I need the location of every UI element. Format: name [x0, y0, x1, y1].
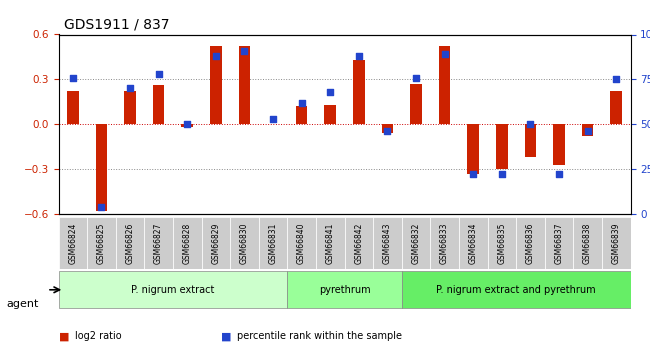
- FancyBboxPatch shape: [287, 271, 402, 308]
- Point: [497, 172, 507, 177]
- Point: [554, 172, 564, 177]
- Bar: [439, 47, 450, 124]
- Bar: [382, 124, 393, 133]
- Text: GSM66836: GSM66836: [526, 222, 535, 264]
- Text: P. nigrum extract and pyrethrum: P. nigrum extract and pyrethrum: [436, 285, 596, 295]
- FancyBboxPatch shape: [402, 271, 630, 308]
- Text: GSM66826: GSM66826: [125, 222, 135, 264]
- FancyBboxPatch shape: [259, 217, 287, 269]
- Bar: [553, 124, 565, 165]
- Point: [68, 75, 78, 80]
- Text: GSM66828: GSM66828: [183, 222, 192, 264]
- FancyBboxPatch shape: [459, 217, 488, 269]
- FancyBboxPatch shape: [173, 217, 202, 269]
- FancyBboxPatch shape: [602, 217, 630, 269]
- Bar: [124, 91, 136, 124]
- Text: GSM66829: GSM66829: [211, 222, 220, 264]
- Text: GSM66838: GSM66838: [583, 222, 592, 264]
- Bar: [410, 84, 422, 124]
- FancyBboxPatch shape: [58, 217, 87, 269]
- Point: [211, 53, 221, 59]
- Point: [268, 116, 278, 121]
- Text: GSM66833: GSM66833: [440, 222, 449, 264]
- Bar: [610, 91, 622, 124]
- FancyBboxPatch shape: [87, 217, 116, 269]
- Point: [525, 121, 536, 127]
- FancyBboxPatch shape: [430, 217, 459, 269]
- Bar: [239, 47, 250, 124]
- Bar: [324, 105, 336, 124]
- Text: GSM66825: GSM66825: [97, 222, 106, 264]
- Point: [96, 204, 107, 209]
- Bar: [153, 85, 164, 124]
- FancyBboxPatch shape: [488, 217, 516, 269]
- Point: [153, 71, 164, 77]
- Point: [382, 129, 393, 134]
- Point: [125, 86, 135, 91]
- Text: percentile rank within the sample: percentile rank within the sample: [237, 332, 402, 341]
- Bar: [525, 124, 536, 157]
- Point: [468, 172, 478, 177]
- Point: [582, 129, 593, 134]
- Bar: [67, 91, 79, 124]
- Text: GSM66837: GSM66837: [554, 222, 564, 264]
- Point: [239, 48, 250, 53]
- Point: [411, 75, 421, 80]
- FancyBboxPatch shape: [116, 217, 144, 269]
- FancyBboxPatch shape: [144, 217, 173, 269]
- Text: GSM66841: GSM66841: [326, 222, 335, 264]
- Text: GSM66843: GSM66843: [383, 222, 392, 264]
- Text: GSM66824: GSM66824: [68, 222, 77, 264]
- Bar: [582, 124, 593, 136]
- FancyBboxPatch shape: [344, 217, 373, 269]
- FancyBboxPatch shape: [545, 217, 573, 269]
- Point: [354, 53, 364, 59]
- Text: P. nigrum extract: P. nigrum extract: [131, 285, 214, 295]
- FancyBboxPatch shape: [573, 217, 602, 269]
- FancyBboxPatch shape: [230, 217, 259, 269]
- Text: GSM66830: GSM66830: [240, 222, 249, 264]
- FancyBboxPatch shape: [373, 217, 402, 269]
- Text: GSM66835: GSM66835: [497, 222, 506, 264]
- Point: [439, 51, 450, 57]
- Bar: [496, 124, 508, 169]
- Point: [182, 121, 192, 127]
- Text: GSM66832: GSM66832: [411, 222, 421, 264]
- Text: ■: ■: [58, 332, 69, 341]
- Bar: [210, 47, 222, 124]
- Text: GSM66831: GSM66831: [268, 222, 278, 264]
- FancyBboxPatch shape: [402, 217, 430, 269]
- Point: [611, 77, 621, 82]
- Bar: [467, 124, 479, 174]
- Text: GSM66834: GSM66834: [469, 222, 478, 264]
- Point: [296, 100, 307, 106]
- Text: agent: agent: [6, 299, 39, 308]
- Text: GDS1911 / 837: GDS1911 / 837: [64, 18, 170, 32]
- Bar: [181, 124, 193, 127]
- FancyBboxPatch shape: [516, 217, 545, 269]
- Text: ■: ■: [221, 332, 231, 341]
- Bar: [296, 106, 307, 124]
- Text: GSM66827: GSM66827: [154, 222, 163, 264]
- FancyBboxPatch shape: [58, 271, 287, 308]
- Text: GSM66842: GSM66842: [354, 222, 363, 264]
- Text: GSM66839: GSM66839: [612, 222, 621, 264]
- FancyBboxPatch shape: [202, 217, 230, 269]
- Text: log2 ratio: log2 ratio: [75, 332, 122, 341]
- Text: pyrethrum: pyrethrum: [318, 285, 370, 295]
- Point: [325, 89, 335, 95]
- Text: GSM66840: GSM66840: [297, 222, 306, 264]
- Bar: [96, 124, 107, 211]
- FancyBboxPatch shape: [287, 217, 316, 269]
- FancyBboxPatch shape: [316, 217, 344, 269]
- Bar: [353, 60, 365, 124]
